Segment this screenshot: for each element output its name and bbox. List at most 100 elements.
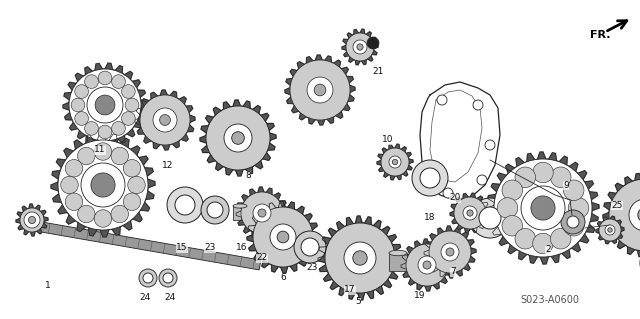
Circle shape <box>561 210 585 234</box>
Text: 19: 19 <box>414 291 426 300</box>
Circle shape <box>277 231 289 243</box>
Circle shape <box>24 212 40 228</box>
Circle shape <box>406 244 448 286</box>
Text: 25: 25 <box>611 201 623 210</box>
Circle shape <box>75 85 88 98</box>
Text: 22: 22 <box>257 254 268 263</box>
Circle shape <box>270 224 296 250</box>
Text: 17: 17 <box>344 286 356 294</box>
Text: FR.: FR. <box>590 30 611 40</box>
Circle shape <box>418 256 436 274</box>
Circle shape <box>608 228 612 232</box>
Text: 8: 8 <box>245 170 251 180</box>
Circle shape <box>77 205 95 223</box>
Text: 16: 16 <box>236 243 248 253</box>
Text: 2: 2 <box>545 246 551 255</box>
Circle shape <box>98 125 112 139</box>
Text: 12: 12 <box>163 160 173 169</box>
Text: 7: 7 <box>450 268 456 277</box>
Circle shape <box>494 159 592 257</box>
Circle shape <box>206 106 270 170</box>
Circle shape <box>94 210 112 227</box>
Circle shape <box>423 261 431 269</box>
Circle shape <box>532 162 553 183</box>
Polygon shape <box>377 144 413 180</box>
Circle shape <box>389 156 401 168</box>
Circle shape <box>111 122 125 135</box>
Circle shape <box>479 207 501 229</box>
Circle shape <box>140 95 190 145</box>
Text: 20: 20 <box>449 194 461 203</box>
Text: 24: 24 <box>164 293 175 302</box>
Circle shape <box>94 143 112 160</box>
Text: 23: 23 <box>307 263 317 272</box>
Circle shape <box>65 193 83 211</box>
Circle shape <box>443 188 453 198</box>
Circle shape <box>325 223 395 293</box>
Circle shape <box>139 269 157 287</box>
Circle shape <box>629 199 640 231</box>
Circle shape <box>124 193 141 211</box>
Circle shape <box>253 204 271 222</box>
Circle shape <box>91 173 115 197</box>
Circle shape <box>392 159 397 165</box>
Circle shape <box>20 208 44 232</box>
Circle shape <box>61 176 78 194</box>
Circle shape <box>314 84 326 96</box>
Circle shape <box>294 231 326 263</box>
Circle shape <box>301 238 319 256</box>
Circle shape <box>58 140 148 230</box>
Circle shape <box>502 180 522 201</box>
Circle shape <box>599 219 621 241</box>
Circle shape <box>143 273 153 283</box>
Polygon shape <box>603 173 640 257</box>
Circle shape <box>550 228 571 249</box>
Circle shape <box>353 40 367 54</box>
Circle shape <box>159 269 177 287</box>
Polygon shape <box>16 204 48 236</box>
Circle shape <box>111 75 125 88</box>
Circle shape <box>224 124 252 152</box>
Text: 24: 24 <box>140 293 150 302</box>
Text: S023-A0600: S023-A0600 <box>520 295 579 305</box>
Circle shape <box>531 196 555 220</box>
Bar <box>233 206 247 220</box>
Polygon shape <box>424 226 476 278</box>
Polygon shape <box>342 29 378 65</box>
Circle shape <box>441 243 459 261</box>
Polygon shape <box>51 133 155 237</box>
Circle shape <box>502 216 522 236</box>
Circle shape <box>128 176 145 194</box>
Circle shape <box>81 163 125 207</box>
Circle shape <box>367 37 379 49</box>
Text: 23: 23 <box>204 243 216 253</box>
Circle shape <box>163 273 173 283</box>
Circle shape <box>258 209 266 217</box>
Circle shape <box>567 216 579 228</box>
Circle shape <box>346 33 374 61</box>
Bar <box>389 253 407 271</box>
Text: 11: 11 <box>94 145 106 154</box>
Circle shape <box>98 71 112 85</box>
Circle shape <box>437 95 447 105</box>
Circle shape <box>87 87 123 123</box>
Circle shape <box>201 196 229 224</box>
Circle shape <box>477 175 487 185</box>
Circle shape <box>357 44 363 50</box>
Circle shape <box>307 77 333 103</box>
Text: 15: 15 <box>176 243 188 253</box>
Text: 9: 9 <box>563 181 569 189</box>
Circle shape <box>167 187 203 223</box>
Circle shape <box>454 197 486 229</box>
Ellipse shape <box>233 204 247 208</box>
Circle shape <box>563 216 584 236</box>
Circle shape <box>470 198 510 238</box>
Circle shape <box>241 192 283 234</box>
Circle shape <box>605 225 615 235</box>
Circle shape <box>75 112 88 125</box>
Circle shape <box>84 75 99 88</box>
Circle shape <box>28 216 36 224</box>
Circle shape <box>463 206 477 220</box>
Polygon shape <box>450 193 490 233</box>
Text: 6: 6 <box>280 273 286 283</box>
